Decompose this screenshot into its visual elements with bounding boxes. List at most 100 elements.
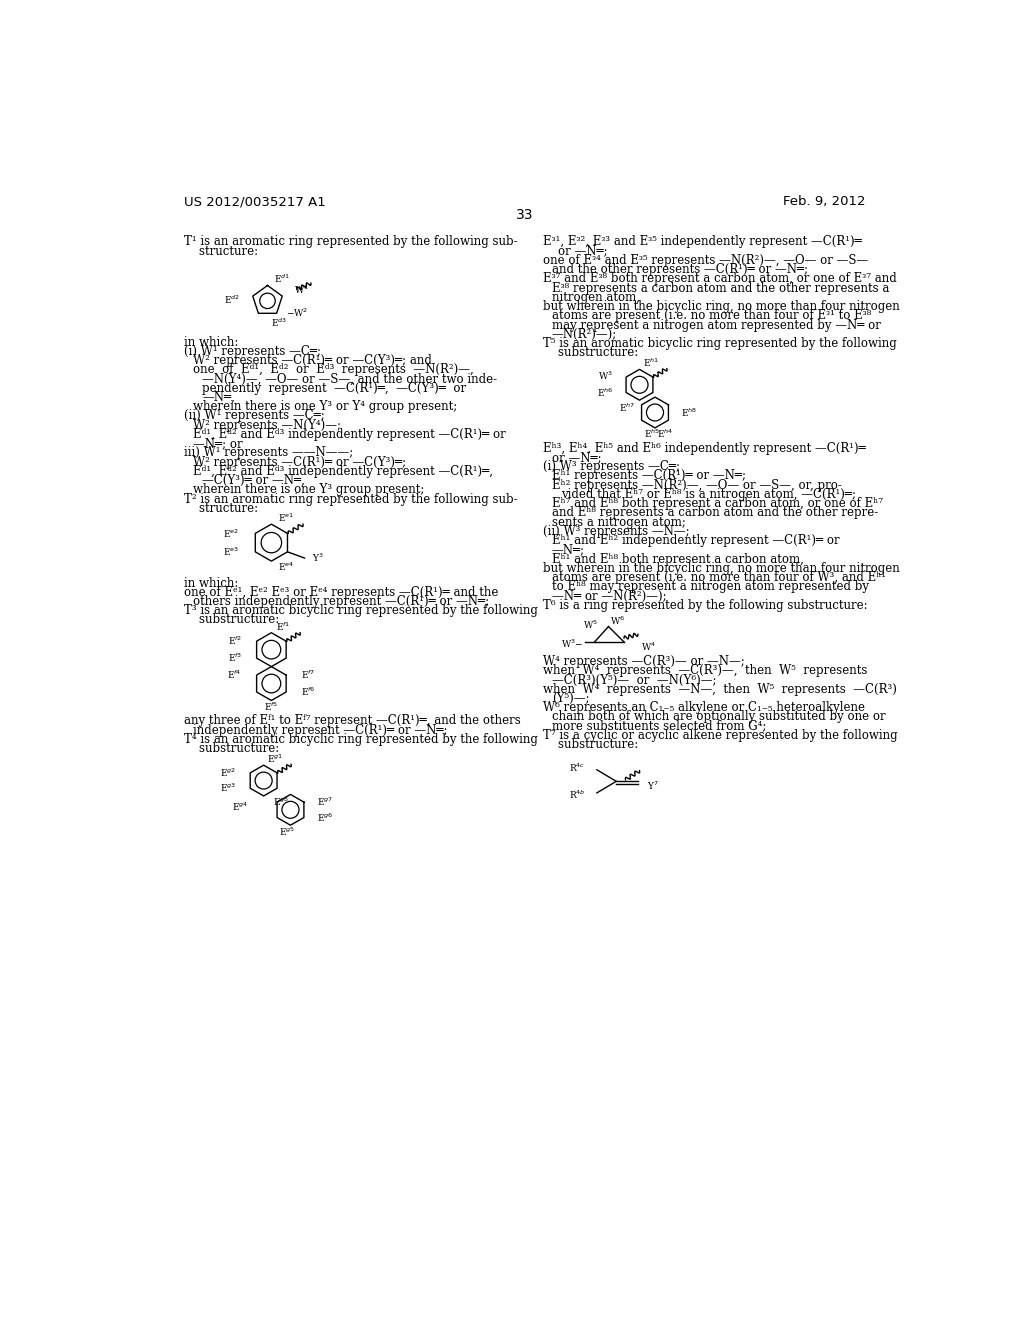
Text: structure:: structure: bbox=[183, 244, 258, 257]
Text: T⁷ is a cyclic or acyclic alkene represented by the following: T⁷ is a cyclic or acyclic alkene represe… bbox=[543, 729, 897, 742]
Text: W² represents —N(Y⁴)—;: W² represents —N(Y⁴)—; bbox=[194, 418, 341, 432]
Text: or —N═;: or —N═; bbox=[543, 244, 607, 257]
Text: structure:: structure: bbox=[183, 502, 258, 515]
Text: substructure:: substructure: bbox=[183, 742, 280, 755]
Text: —N(R²)—);: —N(R²)—); bbox=[552, 327, 617, 341]
Text: T⁵ is an aromatic bicyclic ring represented by the following: T⁵ is an aromatic bicyclic ring represen… bbox=[543, 337, 896, 350]
Text: —C(Y³)═ or —N═,: —C(Y³)═ or —N═, bbox=[203, 474, 305, 487]
Text: Eʰ¹ represents —C(R¹)═ or —N═;: Eʰ¹ represents —C(R¹)═ or —N═; bbox=[552, 470, 745, 483]
Text: one of Eᵉ¹, Eᵉ² Eᵉ³ or Eᵉ⁴ represents —C(R¹)═ and the: one of Eᵉ¹, Eᵉ² Eᵉ³ or Eᵉ⁴ represents —C… bbox=[183, 586, 498, 599]
Text: atoms are present (i.e. no more than four of Eᶟ¹ to Eᶟ⁸: atoms are present (i.e. no more than fou… bbox=[552, 309, 871, 322]
Text: E$^{g3}$: E$^{g3}$ bbox=[219, 781, 236, 795]
Text: (i) W³ represents —C═;: (i) W³ represents —C═; bbox=[543, 461, 680, 474]
Text: E$^{f5}$: E$^{f5}$ bbox=[264, 701, 279, 713]
Text: one  of  Eᵈ¹,  Eᵈ²  or  Eᵈ³  represents  —N(R²)—,: one of Eᵈ¹, Eᵈ² or Eᵈ³ represents —N(R²)… bbox=[194, 363, 474, 376]
Text: T² is an aromatic ring represented by the following sub-: T² is an aromatic ring represented by th… bbox=[183, 492, 517, 506]
Text: vided that Eʰ⁷ or Eʰ⁸ is a nitrogen atom, —C(R¹)═;: vided that Eʰ⁷ or Eʰ⁸ is a nitrogen atom… bbox=[561, 488, 856, 502]
Text: W$^6$: W$^6$ bbox=[610, 614, 625, 627]
Text: —N═,: —N═, bbox=[203, 391, 236, 404]
Text: (ii) W³ represents —N—;: (ii) W³ represents —N—; bbox=[543, 525, 689, 539]
Text: W$^1$: W$^1$ bbox=[294, 282, 308, 296]
Text: Eᶟ⁷ and Eᶟ⁸ both represent a carbon atom, or one of Eᶟ⁷ and: Eᶟ⁷ and Eᶟ⁸ both represent a carbon atom… bbox=[543, 272, 896, 285]
Text: may represent a nitrogen atom represented by —N═ or: may represent a nitrogen atom represente… bbox=[552, 318, 881, 331]
Text: wherein there is one Y³ group present;: wherein there is one Y³ group present; bbox=[194, 483, 425, 496]
Text: Eᶟ⁸ represents a carbon atom and the other represents a: Eᶟ⁸ represents a carbon atom and the oth… bbox=[552, 281, 889, 294]
Text: substructure:: substructure: bbox=[543, 346, 638, 359]
Text: E$^{h6}$: E$^{h6}$ bbox=[597, 387, 613, 399]
Text: (i) W¹ represents —C═;: (i) W¹ represents —C═; bbox=[183, 345, 321, 358]
Text: (Y⁵)—;: (Y⁵)—; bbox=[552, 692, 590, 705]
Text: E$^{f3}$: E$^{f3}$ bbox=[227, 652, 242, 664]
Text: R$^{4c}$: R$^{4c}$ bbox=[569, 762, 586, 775]
Text: more substituents selected from G⁴;: more substituents selected from G⁴; bbox=[552, 719, 766, 733]
Text: one of Eᶟ⁴ and Eᶟ⁵ represents —N(R²)—, —O— or —S—: one of Eᶟ⁴ and Eᶟ⁵ represents —N(R²)—, —… bbox=[543, 253, 868, 267]
Text: W$^5$: W$^5$ bbox=[583, 619, 598, 631]
Text: US 2012/0035217 A1: US 2012/0035217 A1 bbox=[183, 195, 326, 209]
Text: atoms are present (i.e. no more than four of W³, and Eʰ¹: atoms are present (i.e. no more than fou… bbox=[552, 572, 886, 585]
Text: E$^{e4}$: E$^{e4}$ bbox=[278, 561, 294, 573]
Text: Eʰ² represents —N(R²)—, —O— or —S—, or, pro-: Eʰ² represents —N(R²)—, —O— or —S—, or, … bbox=[552, 479, 842, 492]
Text: E$^{h1}$: E$^{h1}$ bbox=[643, 356, 658, 370]
Text: Y$^7$: Y$^7$ bbox=[647, 780, 658, 792]
Text: iii) W¹ represents ——N——;: iii) W¹ represents ——N——; bbox=[183, 446, 353, 459]
Text: in which:: in which: bbox=[183, 335, 239, 348]
Text: T³ is an aromatic bicyclic ring represented by the following: T³ is an aromatic bicyclic ring represen… bbox=[183, 605, 538, 618]
Text: E$^{f4}$: E$^{f4}$ bbox=[227, 669, 242, 681]
Text: E$^{h4}$: E$^{h4}$ bbox=[656, 428, 673, 441]
Text: E$^{f7}$: E$^{f7}$ bbox=[301, 669, 315, 681]
Text: Eᵈ¹, Eᵈ² and Eᵈ³ independently represent —C(R¹)═,: Eᵈ¹, Eᵈ² and Eᵈ³ independently represent… bbox=[194, 465, 494, 478]
Text: $-$W$^2$: $-$W$^2$ bbox=[286, 308, 308, 319]
Text: chain both of which are optionally substituted by one or: chain both of which are optionally subst… bbox=[552, 710, 886, 723]
Text: W² represents —C(R¹)═ or —C(Y³)═; and: W² represents —C(R¹)═ or —C(Y³)═; and bbox=[194, 354, 432, 367]
Text: and the other represents —C(R¹)═ or —N═;: and the other represents —C(R¹)═ or —N═; bbox=[552, 263, 808, 276]
Text: W⁴ represents —C(R³)— or —N—;: W⁴ represents —C(R³)— or —N—; bbox=[543, 655, 744, 668]
Text: E$^{g1}$: E$^{g1}$ bbox=[266, 752, 283, 766]
Text: when  W⁴  represents  —C(R³)—,  then  W⁵  represents: when W⁴ represents —C(R³)—, then W⁵ repr… bbox=[543, 664, 867, 677]
Text: to Eʰ⁸ may represent a nitrogen atom represented by: to Eʰ⁸ may represent a nitrogen atom rep… bbox=[552, 581, 869, 594]
Text: when  W⁴  represents  —N—,  then  W⁵  represents  —C(R³): when W⁴ represents —N—, then W⁵ represen… bbox=[543, 682, 896, 696]
Text: E$^{g7}$: E$^{g7}$ bbox=[316, 796, 333, 808]
Text: or —N═;: or —N═; bbox=[552, 451, 601, 465]
Text: W⁶ represents an C₁₋₅ alkylene or C₁₋₅ heteroalkylene: W⁶ represents an C₁₋₅ alkylene or C₁₋₅ h… bbox=[543, 701, 864, 714]
Text: and Eʰ⁸ represents a carbon atom and the other repre-: and Eʰ⁸ represents a carbon atom and the… bbox=[552, 507, 879, 520]
Text: nitrogen atom,: nitrogen atom, bbox=[552, 290, 640, 304]
Text: any three of Eᶠ¹ to Eᶠ⁷ represent —C(R¹)═, and the others: any three of Eᶠ¹ to Eᶠ⁷ represent —C(R¹)… bbox=[183, 714, 520, 727]
Text: but wherein in the bicyclic ring, no more than four nitrogen: but wherein in the bicyclic ring, no mor… bbox=[543, 300, 899, 313]
Text: in which:: in which: bbox=[183, 577, 239, 590]
Text: T¹ is an aromatic ring represented by the following sub-: T¹ is an aromatic ring represented by th… bbox=[183, 235, 517, 248]
Text: E$^{e3}$: E$^{e3}$ bbox=[223, 545, 239, 558]
Text: Feb. 9, 2012: Feb. 9, 2012 bbox=[783, 195, 866, 209]
Text: Y$^3$: Y$^3$ bbox=[312, 552, 324, 564]
Text: R$^{4b}$: R$^{4b}$ bbox=[568, 788, 586, 801]
Text: sents a nitrogen atom;: sents a nitrogen atom; bbox=[552, 516, 686, 529]
Text: 33: 33 bbox=[516, 209, 534, 223]
Text: Eᵈ¹, Eᵈ² and Eᵈ³ independently represent —C(R¹)═ or: Eᵈ¹, Eᵈ² and Eᵈ³ independently represent… bbox=[194, 428, 506, 441]
Text: Eʰ¹ and Eʰ⁸ both represent a carbon atom,: Eʰ¹ and Eʰ⁸ both represent a carbon atom… bbox=[552, 553, 804, 566]
Text: W$^3$: W$^3$ bbox=[598, 370, 613, 381]
Text: —N═;: —N═; bbox=[552, 544, 585, 557]
Text: W$^3$$-$: W$^3$$-$ bbox=[561, 638, 584, 649]
Text: —C(R³)(Y⁵)—  or  —N(Y⁶)—;: —C(R³)(Y⁵)— or —N(Y⁶)—; bbox=[552, 673, 717, 686]
Text: E$^{g4}$: E$^{g4}$ bbox=[231, 800, 248, 813]
Text: —N(Y⁴)—, —O— or —S—, and the other two inde-: —N(Y⁴)—, —O— or —S—, and the other two i… bbox=[203, 372, 498, 385]
Text: but wherein in the bicyclic ring, no more than four nitrogen: but wherein in the bicyclic ring, no mor… bbox=[543, 562, 899, 576]
Text: pendently  represent  —C(R¹)═,  —C(Y³)═  or: pendently represent —C(R¹)═, —C(Y³)═ or bbox=[203, 381, 467, 395]
Text: others independently represent —C(R¹)═ or —N═;: others independently represent —C(R¹)═ o… bbox=[194, 595, 489, 609]
Text: W$^4$: W$^4$ bbox=[641, 640, 656, 653]
Text: independently represent —C(R¹)═ or —N═;: independently represent —C(R¹)═ or —N═; bbox=[194, 723, 447, 737]
Text: E$^{f2}$: E$^{f2}$ bbox=[227, 635, 242, 647]
Text: E$^{d2}$: E$^{d2}$ bbox=[223, 293, 240, 305]
Text: wherein there is one Y³ or Y⁴ group present;: wherein there is one Y³ or Y⁴ group pres… bbox=[194, 400, 458, 413]
Text: Eʰ³, Eʰ⁴, Eʰ⁵ and Eʰ⁶ independently represent —C(R¹)═: Eʰ³, Eʰ⁴, Eʰ⁵ and Eʰ⁶ independently repr… bbox=[543, 442, 865, 455]
Text: E$^{g2}$: E$^{g2}$ bbox=[220, 767, 236, 779]
Text: E$^{f6}$: E$^{f6}$ bbox=[301, 686, 315, 698]
Text: E$^{g6}$: E$^{g6}$ bbox=[316, 812, 333, 824]
Text: Eʰ¹ and Eʰ² independently represent —C(R¹)═ or: Eʰ¹ and Eʰ² independently represent —C(R… bbox=[552, 535, 840, 548]
Text: E$^{d3}$: E$^{d3}$ bbox=[271, 317, 288, 330]
Text: E$^{h7}$: E$^{h7}$ bbox=[618, 401, 635, 414]
Text: T⁴ is an aromatic bicyclic ring represented by the following: T⁴ is an aromatic bicyclic ring represen… bbox=[183, 733, 538, 746]
Text: E$^{f1}$: E$^{f1}$ bbox=[276, 620, 291, 632]
Text: substructure:: substructure: bbox=[543, 738, 638, 751]
Text: T⁶ is a ring represented by the following substructure:: T⁶ is a ring represented by the followin… bbox=[543, 599, 867, 612]
Text: —N═; or: —N═; or bbox=[194, 437, 243, 450]
